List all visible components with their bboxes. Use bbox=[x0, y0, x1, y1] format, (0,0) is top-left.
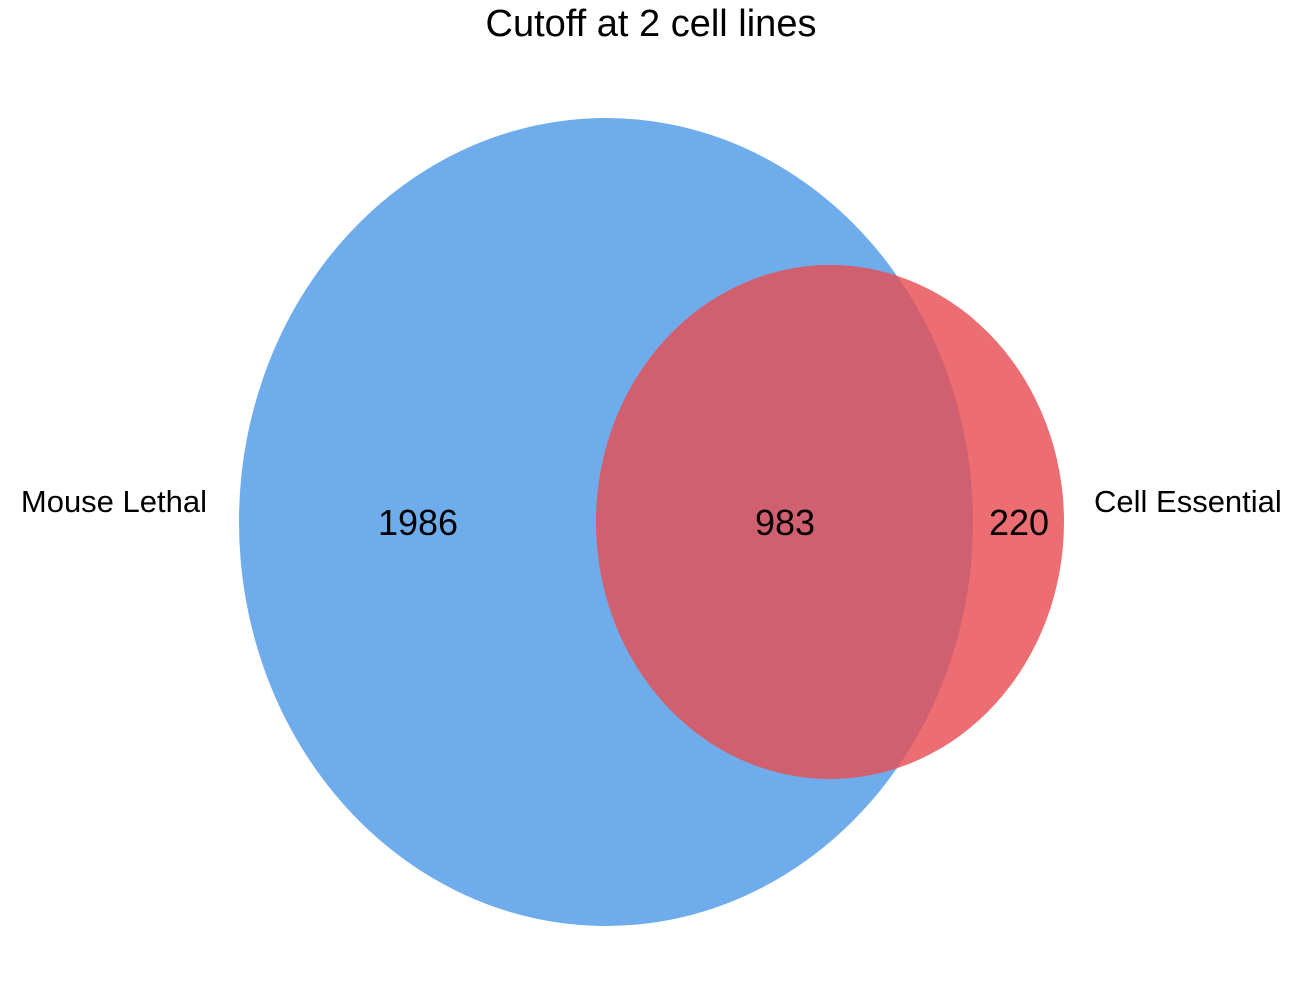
diagram-title: Cutoff at 2 cell lines bbox=[486, 3, 817, 45]
set-b-label: Cell Essential bbox=[1094, 484, 1282, 519]
intersection-count: 983 bbox=[755, 502, 815, 543]
set-a-label: Mouse Lethal bbox=[21, 484, 207, 519]
only-b-count: 220 bbox=[989, 502, 1049, 543]
intersection-region bbox=[596, 265, 973, 779]
only-a-count: 1986 bbox=[378, 502, 458, 543]
